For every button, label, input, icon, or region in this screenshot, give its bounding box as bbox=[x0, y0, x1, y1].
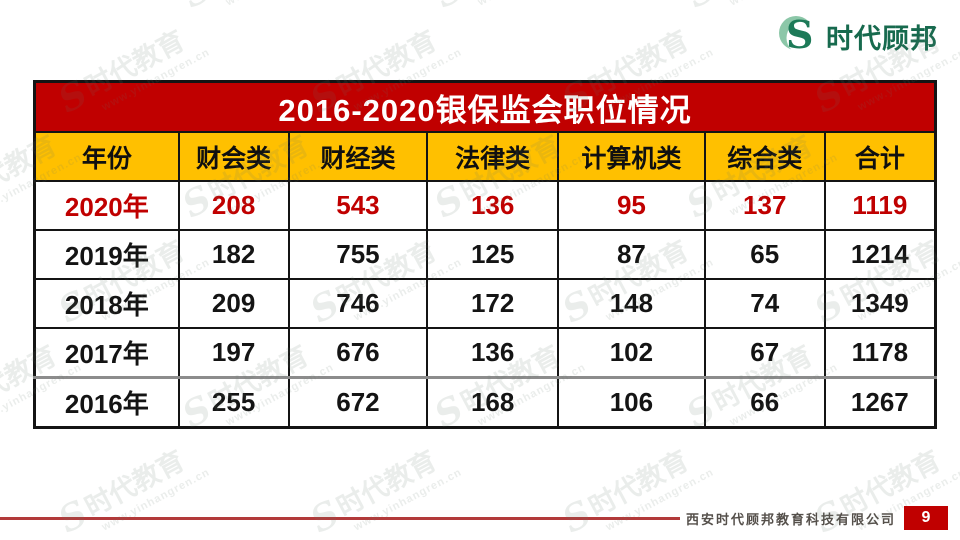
value-cell: 197 bbox=[177, 327, 290, 379]
value-cell: 102 bbox=[556, 327, 706, 379]
value-cell: 676 bbox=[287, 327, 429, 379]
table-row: 2017年 197 676 136 102 67 1178 bbox=[33, 327, 937, 379]
value-cell: 208 bbox=[177, 180, 290, 231]
value-cell: 1119 bbox=[823, 180, 937, 231]
value-cell: 182 bbox=[177, 229, 290, 280]
s-swirl-watermark-icon: S bbox=[176, 0, 219, 16]
value-cell: 74 bbox=[703, 278, 826, 329]
year-cell: 2016年 bbox=[33, 376, 180, 429]
value-cell: 1267 bbox=[823, 376, 937, 429]
s-swirl-logo-icon: S bbox=[779, 15, 820, 57]
value-cell: 136 bbox=[426, 180, 559, 231]
watermark-url: www.yinhangren.cn bbox=[728, 0, 840, 8]
value-cell: 168 bbox=[426, 376, 559, 429]
footer-divider-line bbox=[0, 516, 680, 520]
table-row: 2018年 209 746 172 148 74 1349 bbox=[33, 278, 937, 329]
value-cell: 125 bbox=[426, 229, 559, 280]
value-cell: 172 bbox=[426, 278, 559, 329]
year-cell: 2018年 bbox=[33, 278, 180, 329]
brand-name: 时代顾邦 bbox=[826, 23, 938, 54]
table-row: 2019年 182 755 125 87 65 1214 bbox=[33, 229, 937, 280]
table-body: 2020年 208 543 136 95 137 1119 2019年 182 755 125 87 6… bbox=[33, 180, 937, 429]
watermark-url: www.yinhangren.cn bbox=[476, 0, 588, 8]
table-row: 2016年 255 672 168 106 66 1267 bbox=[33, 376, 937, 429]
positions-table: 2016-2020银保监会职位情况 年份 财会类 财经类 法律类 计算机类 综合类 合计 2… bbox=[33, 80, 937, 429]
table-title: 2016-2020银保监会职位情况 bbox=[33, 80, 937, 133]
value-cell: 672 bbox=[287, 376, 429, 429]
value-cell: 66 bbox=[703, 376, 826, 429]
column-header: 法律类 bbox=[426, 131, 559, 182]
value-cell: 106 bbox=[556, 376, 706, 429]
column-header: 计算机类 bbox=[556, 131, 706, 182]
slide-footer: 西安时代顾邦教育科技有限公司 9 bbox=[0, 505, 960, 531]
watermark-url: www.yinhangren.cn bbox=[0, 0, 84, 8]
value-cell: 148 bbox=[556, 278, 706, 329]
table-title-row: 2016-2020银保监会职位情况 bbox=[33, 80, 937, 133]
column-header: 财会类 bbox=[177, 131, 290, 182]
value-cell: 1349 bbox=[823, 278, 937, 329]
s-swirl-watermark-icon: S bbox=[428, 0, 471, 16]
value-cell: 1178 bbox=[823, 327, 937, 379]
svg-text:S: S bbox=[786, 15, 813, 57]
watermark-url: www.yinhangren.cn bbox=[224, 0, 336, 8]
value-cell: 1214 bbox=[823, 229, 937, 280]
value-cell: 746 bbox=[287, 278, 429, 329]
page-number-badge: 9 bbox=[904, 506, 948, 530]
value-cell: 67 bbox=[703, 327, 826, 379]
year-cell: 2019年 bbox=[33, 229, 180, 280]
value-cell: 209 bbox=[177, 278, 290, 329]
brand-logo: S 时代顾邦 bbox=[777, 15, 938, 57]
column-header: 综合类 bbox=[703, 131, 826, 182]
column-header: 年份 bbox=[33, 131, 180, 182]
value-cell: 255 bbox=[177, 376, 290, 429]
value-cell: 137 bbox=[703, 180, 826, 231]
value-cell: 755 bbox=[287, 229, 429, 280]
value-cell: 543 bbox=[287, 180, 429, 231]
column-header-row: 年份 财会类 财经类 法律类 计算机类 综合类 合计 bbox=[33, 131, 937, 182]
value-cell: 87 bbox=[556, 229, 706, 280]
footer-company-name: 西安时代顾邦教育科技有限公司 bbox=[685, 511, 896, 527]
column-header: 合计 bbox=[823, 131, 937, 182]
year-cell: 2020年 bbox=[33, 180, 180, 231]
table-row: 2020年 208 543 136 95 137 1119 bbox=[33, 180, 937, 231]
value-cell: 95 bbox=[556, 180, 706, 231]
s-swirl-watermark-icon: S bbox=[680, 0, 723, 16]
column-header: 财经类 bbox=[287, 131, 429, 182]
value-cell: 65 bbox=[703, 229, 826, 280]
year-cell: 2017年 bbox=[33, 327, 180, 379]
value-cell: 136 bbox=[426, 327, 559, 379]
